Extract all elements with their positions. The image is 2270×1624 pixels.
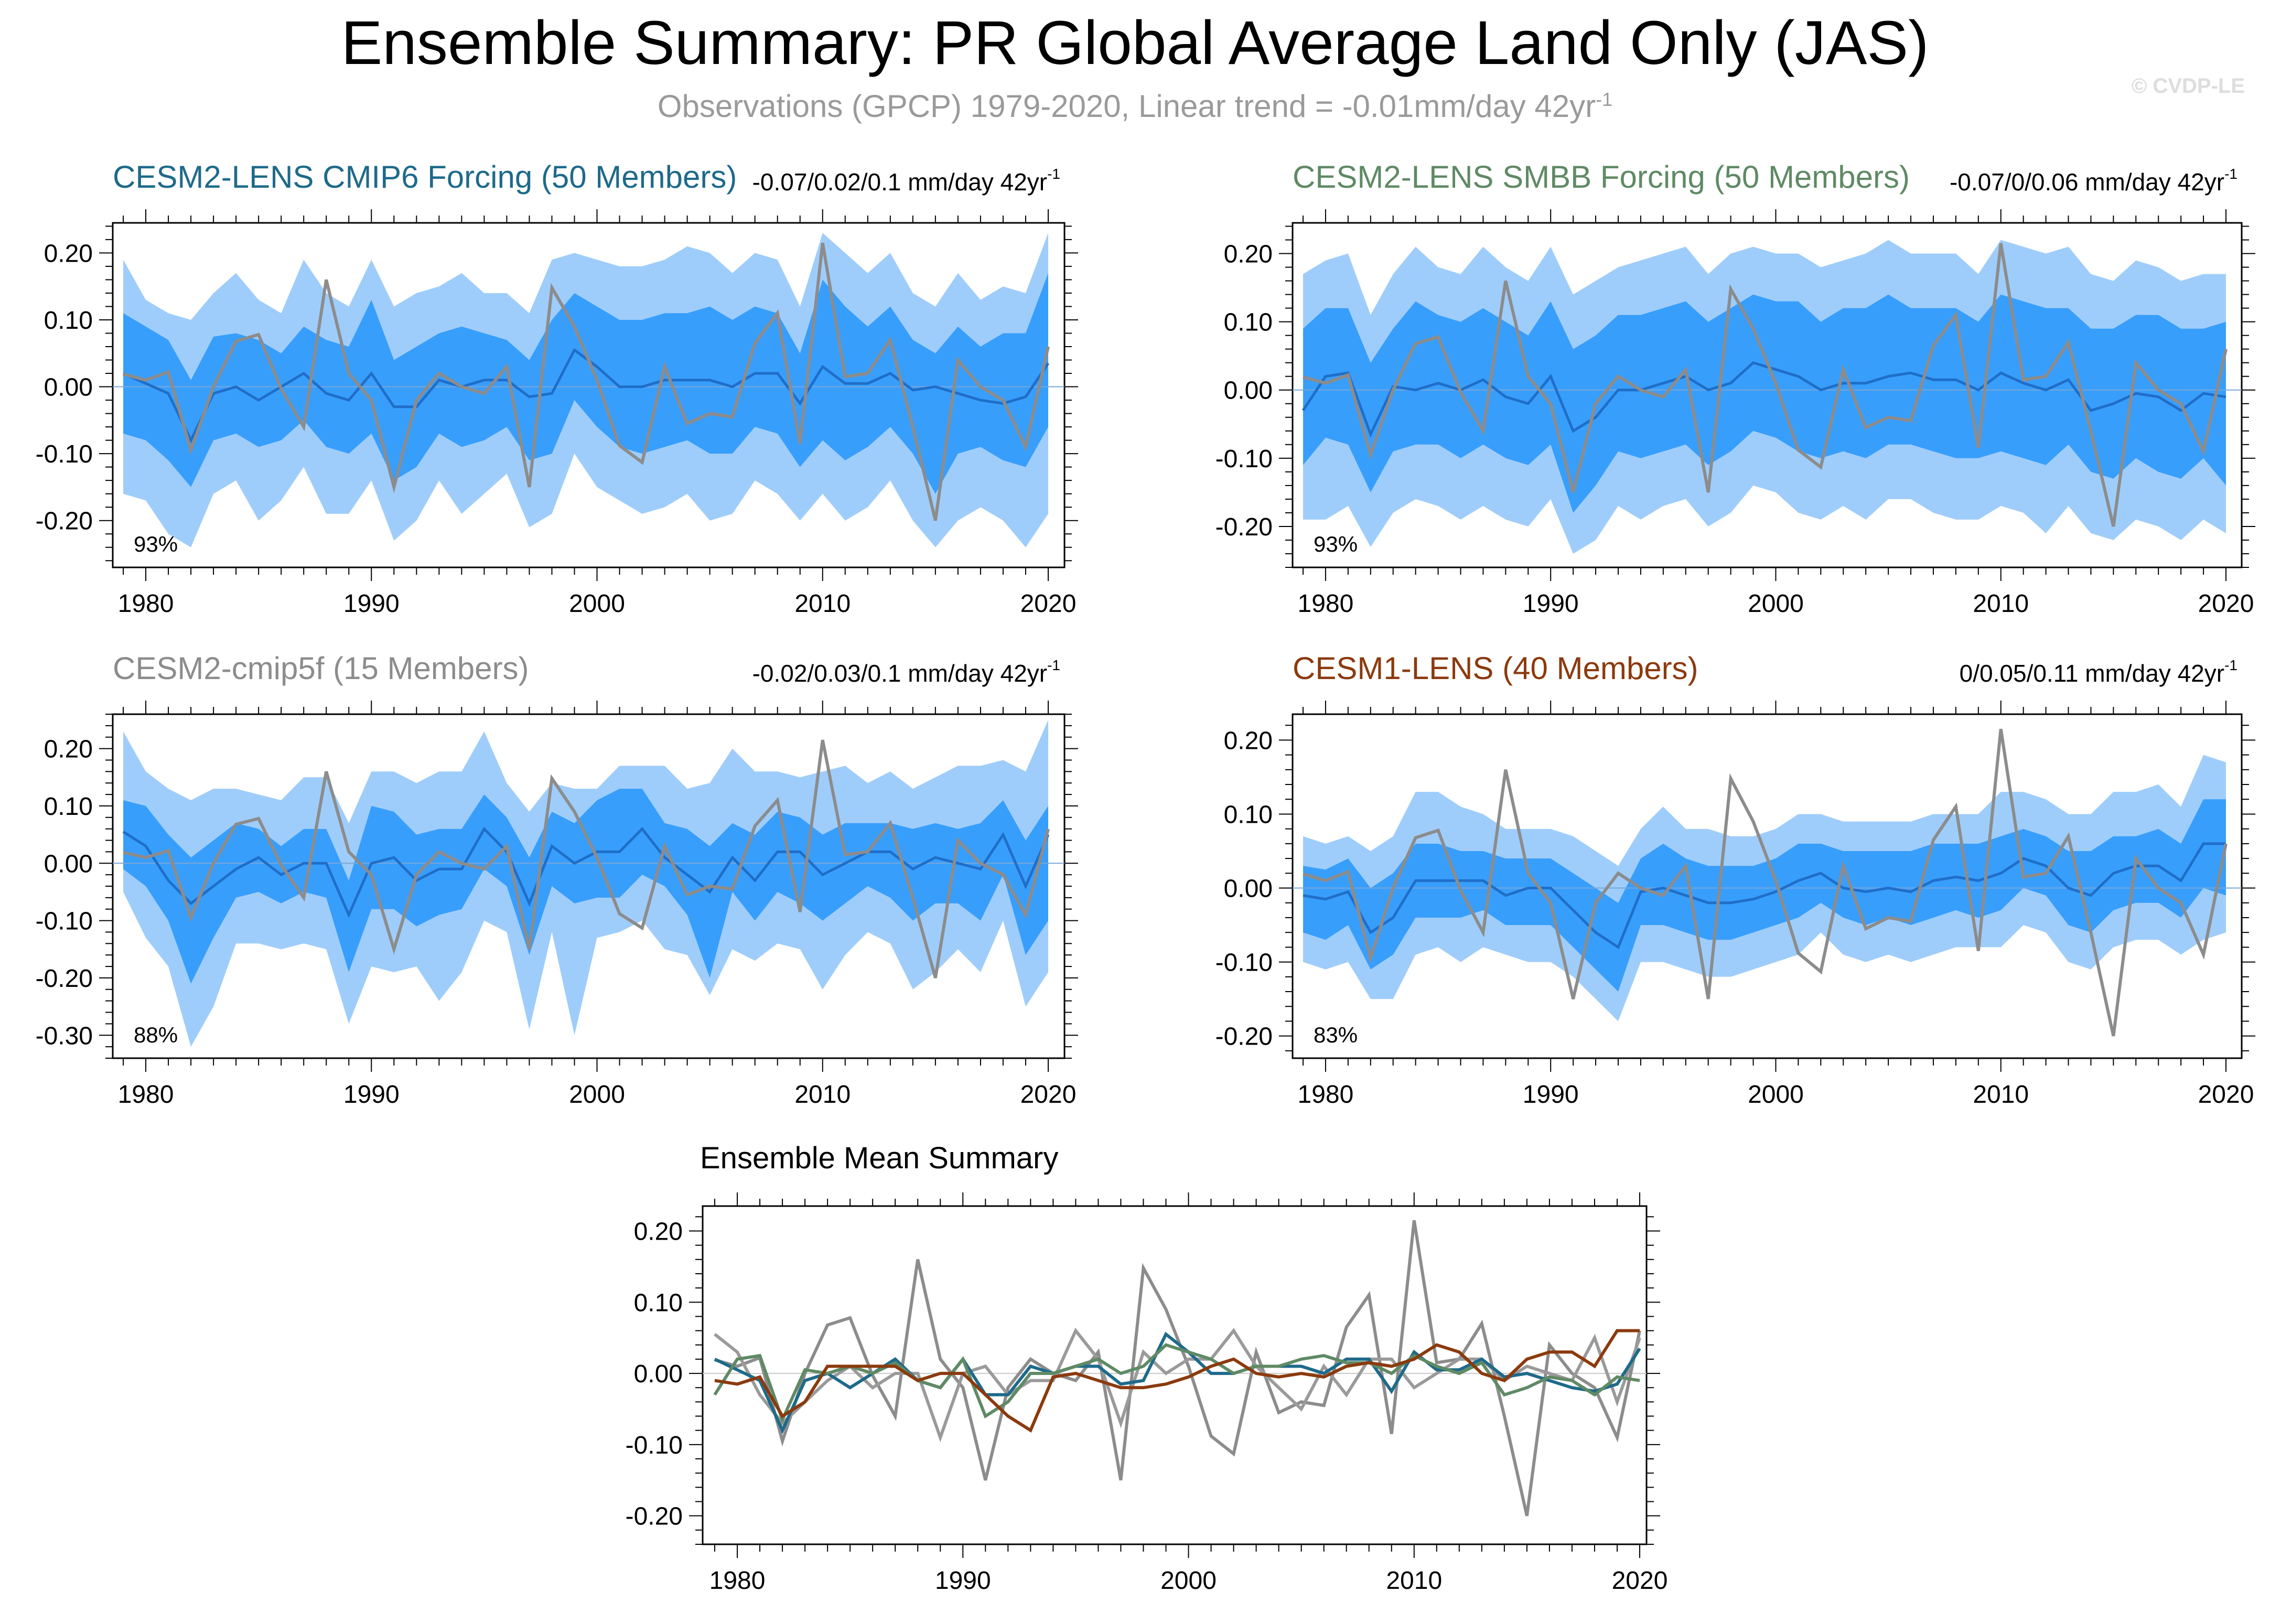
y-tick-label: -0.10 bbox=[36, 440, 93, 468]
panel-title: CESM2-cmip5f (15 Members) bbox=[113, 651, 529, 686]
x-tick-label: 1990 bbox=[935, 1567, 991, 1595]
trend-label: -0.07/0/0.06 mm/day 42yr-1 bbox=[1950, 166, 2237, 196]
main-title: Ensemble Summary: PR Global Average Land… bbox=[341, 8, 1929, 78]
x-tick-label: 2000 bbox=[1160, 1567, 1217, 1595]
x-tick-label: 2010 bbox=[794, 590, 851, 618]
y-tick-label: 0.10 bbox=[634, 1289, 683, 1317]
x-tick-label: 1990 bbox=[343, 590, 400, 618]
x-tick-label: 1980 bbox=[1298, 1081, 1354, 1109]
y-tick-label: 0.00 bbox=[1224, 875, 1273, 903]
plot-frame bbox=[112, 222, 1066, 568]
y-tick-label: 0.10 bbox=[44, 307, 93, 335]
y-tick-label: -0.20 bbox=[626, 1503, 683, 1531]
cesm1-lens-mean-line bbox=[714, 1329, 1640, 1433]
plot-frame bbox=[1292, 713, 2243, 1059]
percent-label: 93% bbox=[134, 532, 178, 556]
x-tick-label: 1990 bbox=[343, 1081, 400, 1109]
y-tick-label: -0.30 bbox=[36, 1022, 93, 1050]
y-tick-label: -0.20 bbox=[36, 965, 93, 993]
x-tick-label: 2020 bbox=[1612, 1567, 1668, 1595]
watermark: © CVDP-LE bbox=[2131, 74, 2245, 98]
y-tick-label: 0.10 bbox=[1224, 309, 1273, 337]
y-tick-label: 0.00 bbox=[44, 374, 93, 402]
y-tick-label: 0.20 bbox=[634, 1218, 683, 1246]
x-tick-label: 2010 bbox=[1973, 1081, 2029, 1109]
x-tick-label: 2020 bbox=[1020, 1081, 1077, 1109]
y-tick-label: 0.00 bbox=[44, 850, 93, 878]
plot-frame bbox=[1292, 222, 2243, 568]
chart-panel-5: Ensemble Mean Summary -0.20 -0.10 0.00 0.10 0… bbox=[626, 1141, 1668, 1595]
chart-panel-3: CESM2-cmip5f (15 Members) -0.02/0.03/0.1 … bbox=[36, 651, 1078, 1109]
trend-label: 0/0.05/0.11 mm/day 42yr-1 bbox=[1960, 657, 2237, 687]
observations-line bbox=[1303, 243, 2228, 527]
x-tick-label: 2000 bbox=[1748, 590, 1804, 618]
observations-line bbox=[123, 242, 1050, 521]
y-tick-label: -0.10 bbox=[1215, 445, 1273, 473]
x-tick-label: 2010 bbox=[794, 1081, 851, 1109]
trend-label: -0.07/0.02/0.1 mm/day 42yr-1 bbox=[752, 166, 1060, 196]
x-tick-label: 2000 bbox=[1748, 1081, 1804, 1109]
panel-title: CESM1-LENS (40 Members) bbox=[1293, 651, 1698, 686]
trend-label-superscript: -1 bbox=[1047, 657, 1060, 673]
y-tick-label: 0.20 bbox=[1224, 241, 1273, 268]
y-tick-label: -0.20 bbox=[36, 508, 93, 535]
panel-title: Ensemble Mean Summary bbox=[700, 1141, 1058, 1175]
chart-panel-1: CESM2-LENS CMIP6 Forcing (50 Members) -0.… bbox=[36, 159, 1078, 618]
panel-title: CESM2-LENS CMIP6 Forcing (50 Members) bbox=[113, 159, 737, 195]
x-tick-label: 2020 bbox=[2198, 1081, 2254, 1109]
y-tick-label: -0.10 bbox=[36, 908, 93, 935]
ensemble-mean-line bbox=[1301, 361, 2226, 438]
y-tick-label: 0.10 bbox=[44, 793, 93, 821]
x-tick-label: 1990 bbox=[1523, 590, 1579, 618]
observations-line bbox=[1303, 728, 2228, 1037]
x-tick-label: 2020 bbox=[1020, 590, 1077, 618]
y-tick-label: 0.00 bbox=[1224, 377, 1273, 405]
x-tick-label: 1980 bbox=[709, 1567, 766, 1595]
panel-title: CESM2-LENS SMBB Forcing (50 Members) bbox=[1293, 159, 1910, 195]
chart-panel-4: CESM1-LENS (40 Members) 0/0.05/0.11 mm/da… bbox=[1215, 651, 2255, 1109]
x-tick-label: 2010 bbox=[1973, 590, 2029, 618]
x-tick-label: 1980 bbox=[118, 1081, 174, 1109]
cesm2-lens-cmip6-mean-line bbox=[714, 1331, 1641, 1434]
y-tick-label: 0.20 bbox=[44, 736, 93, 763]
subtitle: Observations (GPCP) 1979-2020, Linear tr… bbox=[0, 88, 2270, 124]
cesm2-lens-smbb-mean-line bbox=[713, 1343, 1640, 1424]
ensemble-mean-line bbox=[122, 348, 1050, 444]
x-tick-label: 1990 bbox=[1523, 1081, 1579, 1109]
inner-spread-band bbox=[123, 789, 1048, 984]
y-tick-label: -0.20 bbox=[1215, 1023, 1273, 1051]
inner-spread-band bbox=[123, 273, 1048, 494]
trend-label-superscript: -1 bbox=[1047, 166, 1060, 182]
x-tick-label: 2000 bbox=[569, 590, 625, 618]
chart-panel-2: CESM2-LENS SMBB Forcing (50 Members) -0.0… bbox=[1215, 159, 2255, 618]
plot-frame bbox=[702, 1205, 1648, 1545]
y-tick-label: 0.10 bbox=[1224, 801, 1273, 829]
y-tick-label: 0.00 bbox=[634, 1360, 683, 1388]
percent-label: 93% bbox=[1314, 532, 1358, 556]
percent-label: 83% bbox=[1314, 1023, 1358, 1047]
x-tick-label: 1980 bbox=[118, 590, 174, 618]
ensemble-mean-line bbox=[122, 826, 1050, 918]
y-tick-label: -0.10 bbox=[626, 1432, 683, 1459]
subtitle-superscript: -1 bbox=[1596, 89, 1613, 110]
trend-label-superscript: -1 bbox=[2224, 166, 2237, 182]
percent-label: 88% bbox=[134, 1023, 178, 1047]
y-tick-label: 0.20 bbox=[1224, 727, 1273, 755]
subtitle-text: Observations (GPCP) 1979-2020, Linear tr… bbox=[657, 89, 1596, 124]
x-tick-label: 2020 bbox=[2198, 590, 2254, 618]
x-tick-label: 1980 bbox=[1298, 590, 1354, 618]
x-tick-label: 2000 bbox=[569, 1081, 625, 1109]
trend-label: -0.02/0.03/0.1 mm/day 42yr-1 bbox=[752, 657, 1060, 687]
x-tick-label: 2010 bbox=[1386, 1567, 1442, 1595]
trend-label-superscript: -1 bbox=[2224, 657, 2237, 673]
inner-spread-band bbox=[1303, 294, 2226, 513]
y-tick-label: -0.20 bbox=[1215, 513, 1273, 541]
y-tick-label: 0.20 bbox=[44, 240, 93, 267]
y-tick-label: -0.10 bbox=[1215, 949, 1273, 977]
observations-line bbox=[123, 739, 1050, 978]
